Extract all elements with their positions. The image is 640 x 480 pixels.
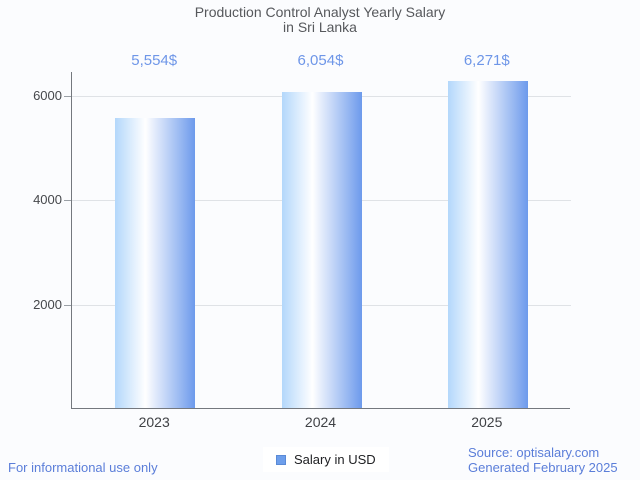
chart-title: Production Control Analyst Yearly Salary… — [0, 5, 640, 35]
plot-area — [64, 72, 571, 409]
legend-label: Salary in USD — [294, 452, 376, 467]
legend-swatch-icon — [276, 454, 286, 465]
y-axis-tick-label: 6000 — [33, 88, 62, 103]
chart-title-line2: in Sri Lanka — [283, 19, 357, 35]
footer-source: Source: optisalary.com Generated Februar… — [468, 445, 618, 475]
x-axis-tick-label: 2025 — [471, 414, 503, 430]
bar-2024 — [281, 92, 362, 408]
y-axis-tick-label: 4000 — [33, 192, 62, 208]
bar-2023 — [115, 118, 196, 408]
bar-value-label: 6,054$ — [297, 52, 344, 69]
bar-2025 — [447, 80, 528, 408]
x-axis-tick-label: 2023 — [138, 414, 170, 430]
footer-disclaimer: For informational use only — [8, 460, 158, 475]
bar-value-label: 6,271$ — [463, 52, 510, 69]
x-axis-tick-label: 2024 — [304, 414, 337, 430]
generated-line: Generated February 2025 — [468, 460, 618, 475]
source-line: Source: optisalary.com — [468, 445, 600, 460]
y-axis-tick — [64, 200, 71, 202]
bar-value-label: 5,554$ — [131, 52, 178, 69]
y-axis-tick-label: 2000 — [33, 296, 62, 312]
legend: Salary in USD — [263, 447, 389, 472]
chart-title-line1: Production Control Analyst Yearly Salary — [194, 4, 446, 20]
y-axis-tick — [64, 96, 71, 97]
y-axis-tick — [64, 304, 71, 306]
